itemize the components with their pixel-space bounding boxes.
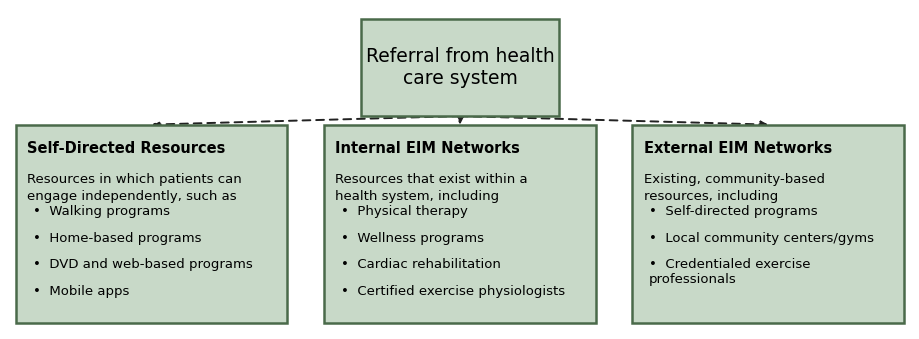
Text: Resources that exist within a
health system, including: Resources that exist within a health sys… — [335, 173, 528, 203]
Text: •  Mobile apps: • Mobile apps — [33, 284, 129, 298]
Text: •  Certified exercise physiologists: • Certified exercise physiologists — [341, 284, 564, 298]
Text: •  Home-based programs: • Home-based programs — [33, 232, 201, 245]
Text: •  Cardiac rehabilitation: • Cardiac rehabilitation — [341, 258, 500, 271]
Text: Internal EIM Networks: Internal EIM Networks — [335, 141, 519, 156]
Text: •  DVD and web-based programs: • DVD and web-based programs — [33, 258, 252, 271]
Text: Resources in which patients can
engage independently, such as: Resources in which patients can engage i… — [28, 173, 242, 203]
Text: Existing, community-based
resources, including: Existing, community-based resources, inc… — [643, 173, 823, 203]
Text: Referral from health
care system: Referral from health care system — [365, 47, 554, 88]
Text: •  Local community centers/gyms: • Local community centers/gyms — [649, 232, 873, 245]
FancyBboxPatch shape — [17, 124, 287, 323]
Text: •  Physical therapy: • Physical therapy — [341, 205, 467, 218]
Text: •  Walking programs: • Walking programs — [33, 205, 169, 218]
FancyBboxPatch shape — [632, 124, 902, 323]
FancyBboxPatch shape — [361, 19, 559, 116]
FancyBboxPatch shape — [324, 124, 596, 323]
Text: •  Self-directed programs: • Self-directed programs — [649, 205, 817, 218]
Text: Self-Directed Resources: Self-Directed Resources — [28, 141, 225, 156]
Text: •  Credentialed exercise
professionals: • Credentialed exercise professionals — [649, 258, 810, 286]
Text: •  Wellness programs: • Wellness programs — [341, 232, 483, 245]
Text: External EIM Networks: External EIM Networks — [643, 141, 831, 156]
